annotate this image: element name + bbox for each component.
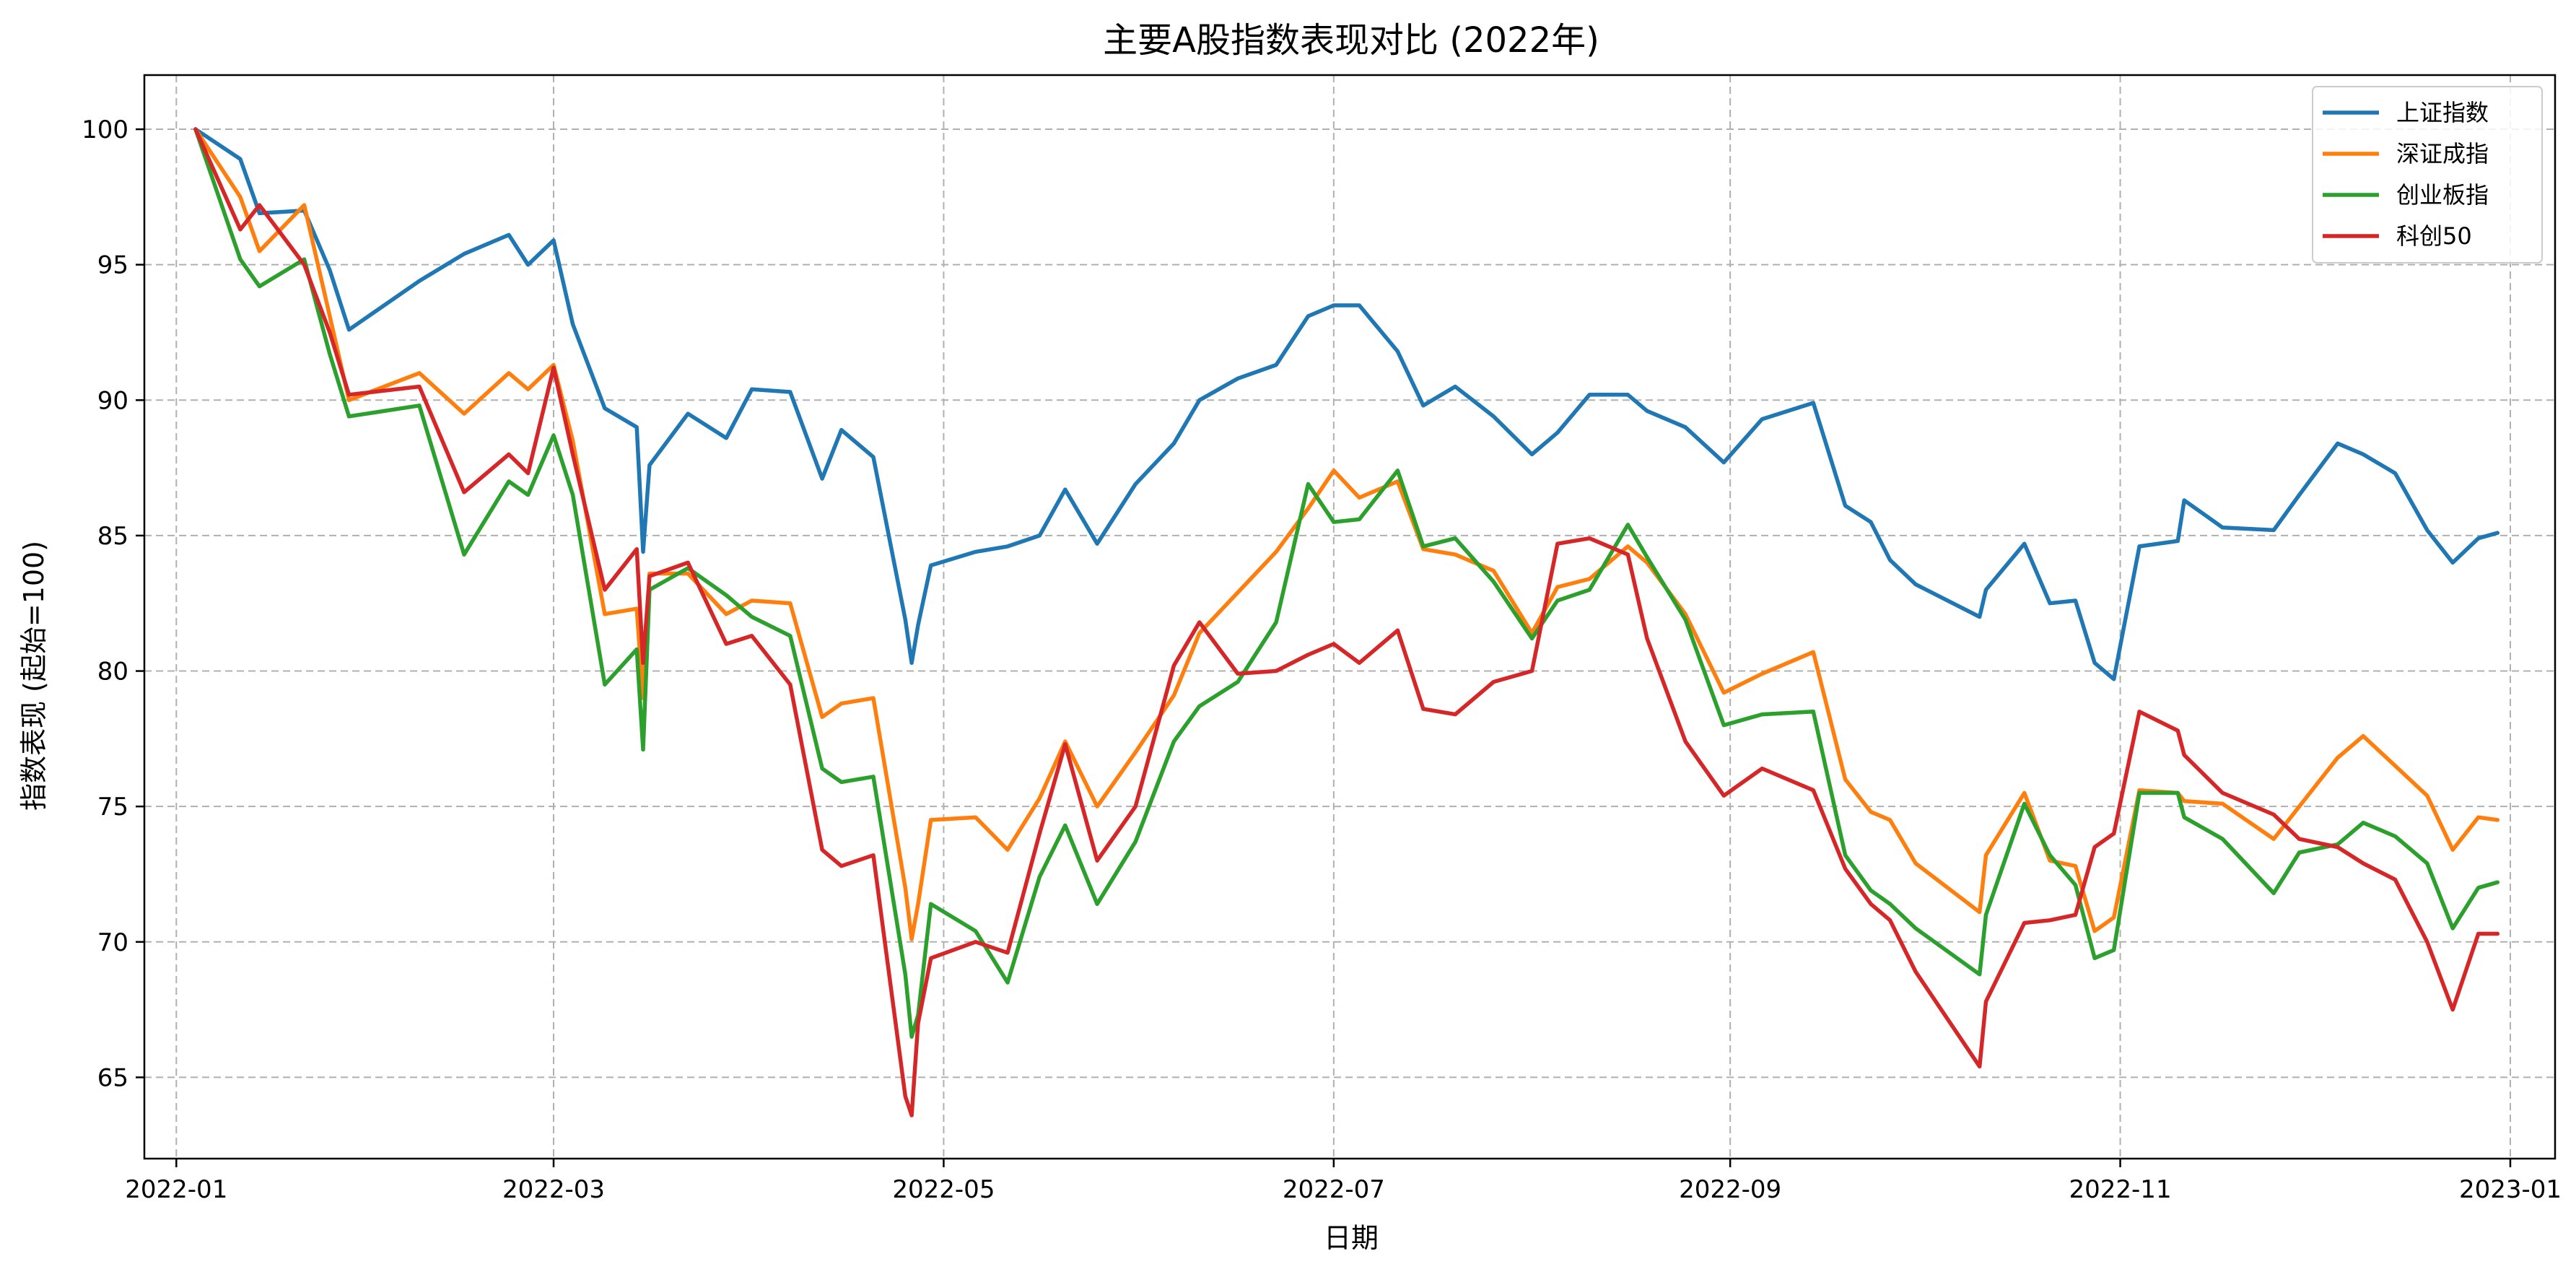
series-line-3 <box>193 127 2500 1117</box>
series-line-0 <box>193 127 2500 681</box>
legend-label-0: 上证指数 <box>2396 99 2489 126</box>
x-tick-label: 2023-01 <box>2459 1175 2562 1204</box>
y-axis-label: 指数表现 (起始=100) <box>18 541 50 811</box>
x-tick-label: 2022-05 <box>892 1175 995 1204</box>
x-tick-label: 2022-01 <box>125 1175 227 1204</box>
x-tick-label: 2022-03 <box>502 1175 605 1204</box>
x-tick-label: 2022-09 <box>1679 1175 1781 1204</box>
x-axis-ticks: 2022-01 2022-03 2022-05 2022-07 2022-09 2022-… <box>125 1159 2562 1204</box>
y-tick-label: 85 <box>97 522 128 551</box>
x-tick-label: 2022-07 <box>1283 1175 1385 1204</box>
y-tick-label: 70 <box>97 928 128 957</box>
y-tick-label: 90 <box>97 386 128 415</box>
y-tick-label: 95 <box>97 251 128 280</box>
grid-lines <box>144 75 2555 1159</box>
series-line-1 <box>193 127 2500 941</box>
y-tick-label: 65 <box>97 1063 128 1092</box>
plot-frame <box>143 74 2557 1160</box>
y-tick-label: 100 <box>82 116 128 144</box>
chart-title: 主要A股指数表现对比 (2022年) <box>1103 20 1599 61</box>
legend-label-3: 科创50 <box>2396 222 2472 250</box>
x-tick-label: 2022-11 <box>2069 1175 2172 1204</box>
legend-box <box>2312 86 2543 263</box>
legend-label-1: 深证成指 <box>2396 140 2489 167</box>
y-tick-label: 75 <box>97 793 128 821</box>
series-lines <box>193 127 2500 1117</box>
x-axis-label: 日期 <box>1324 1222 1379 1254</box>
series-line-2 <box>193 127 2500 1039</box>
legend-label-2: 创业板指 <box>2396 181 2489 209</box>
y-tick-label: 80 <box>97 658 128 687</box>
y-axis-ticks: 65 70 75 80 85 90 95 100 <box>82 116 144 1092</box>
